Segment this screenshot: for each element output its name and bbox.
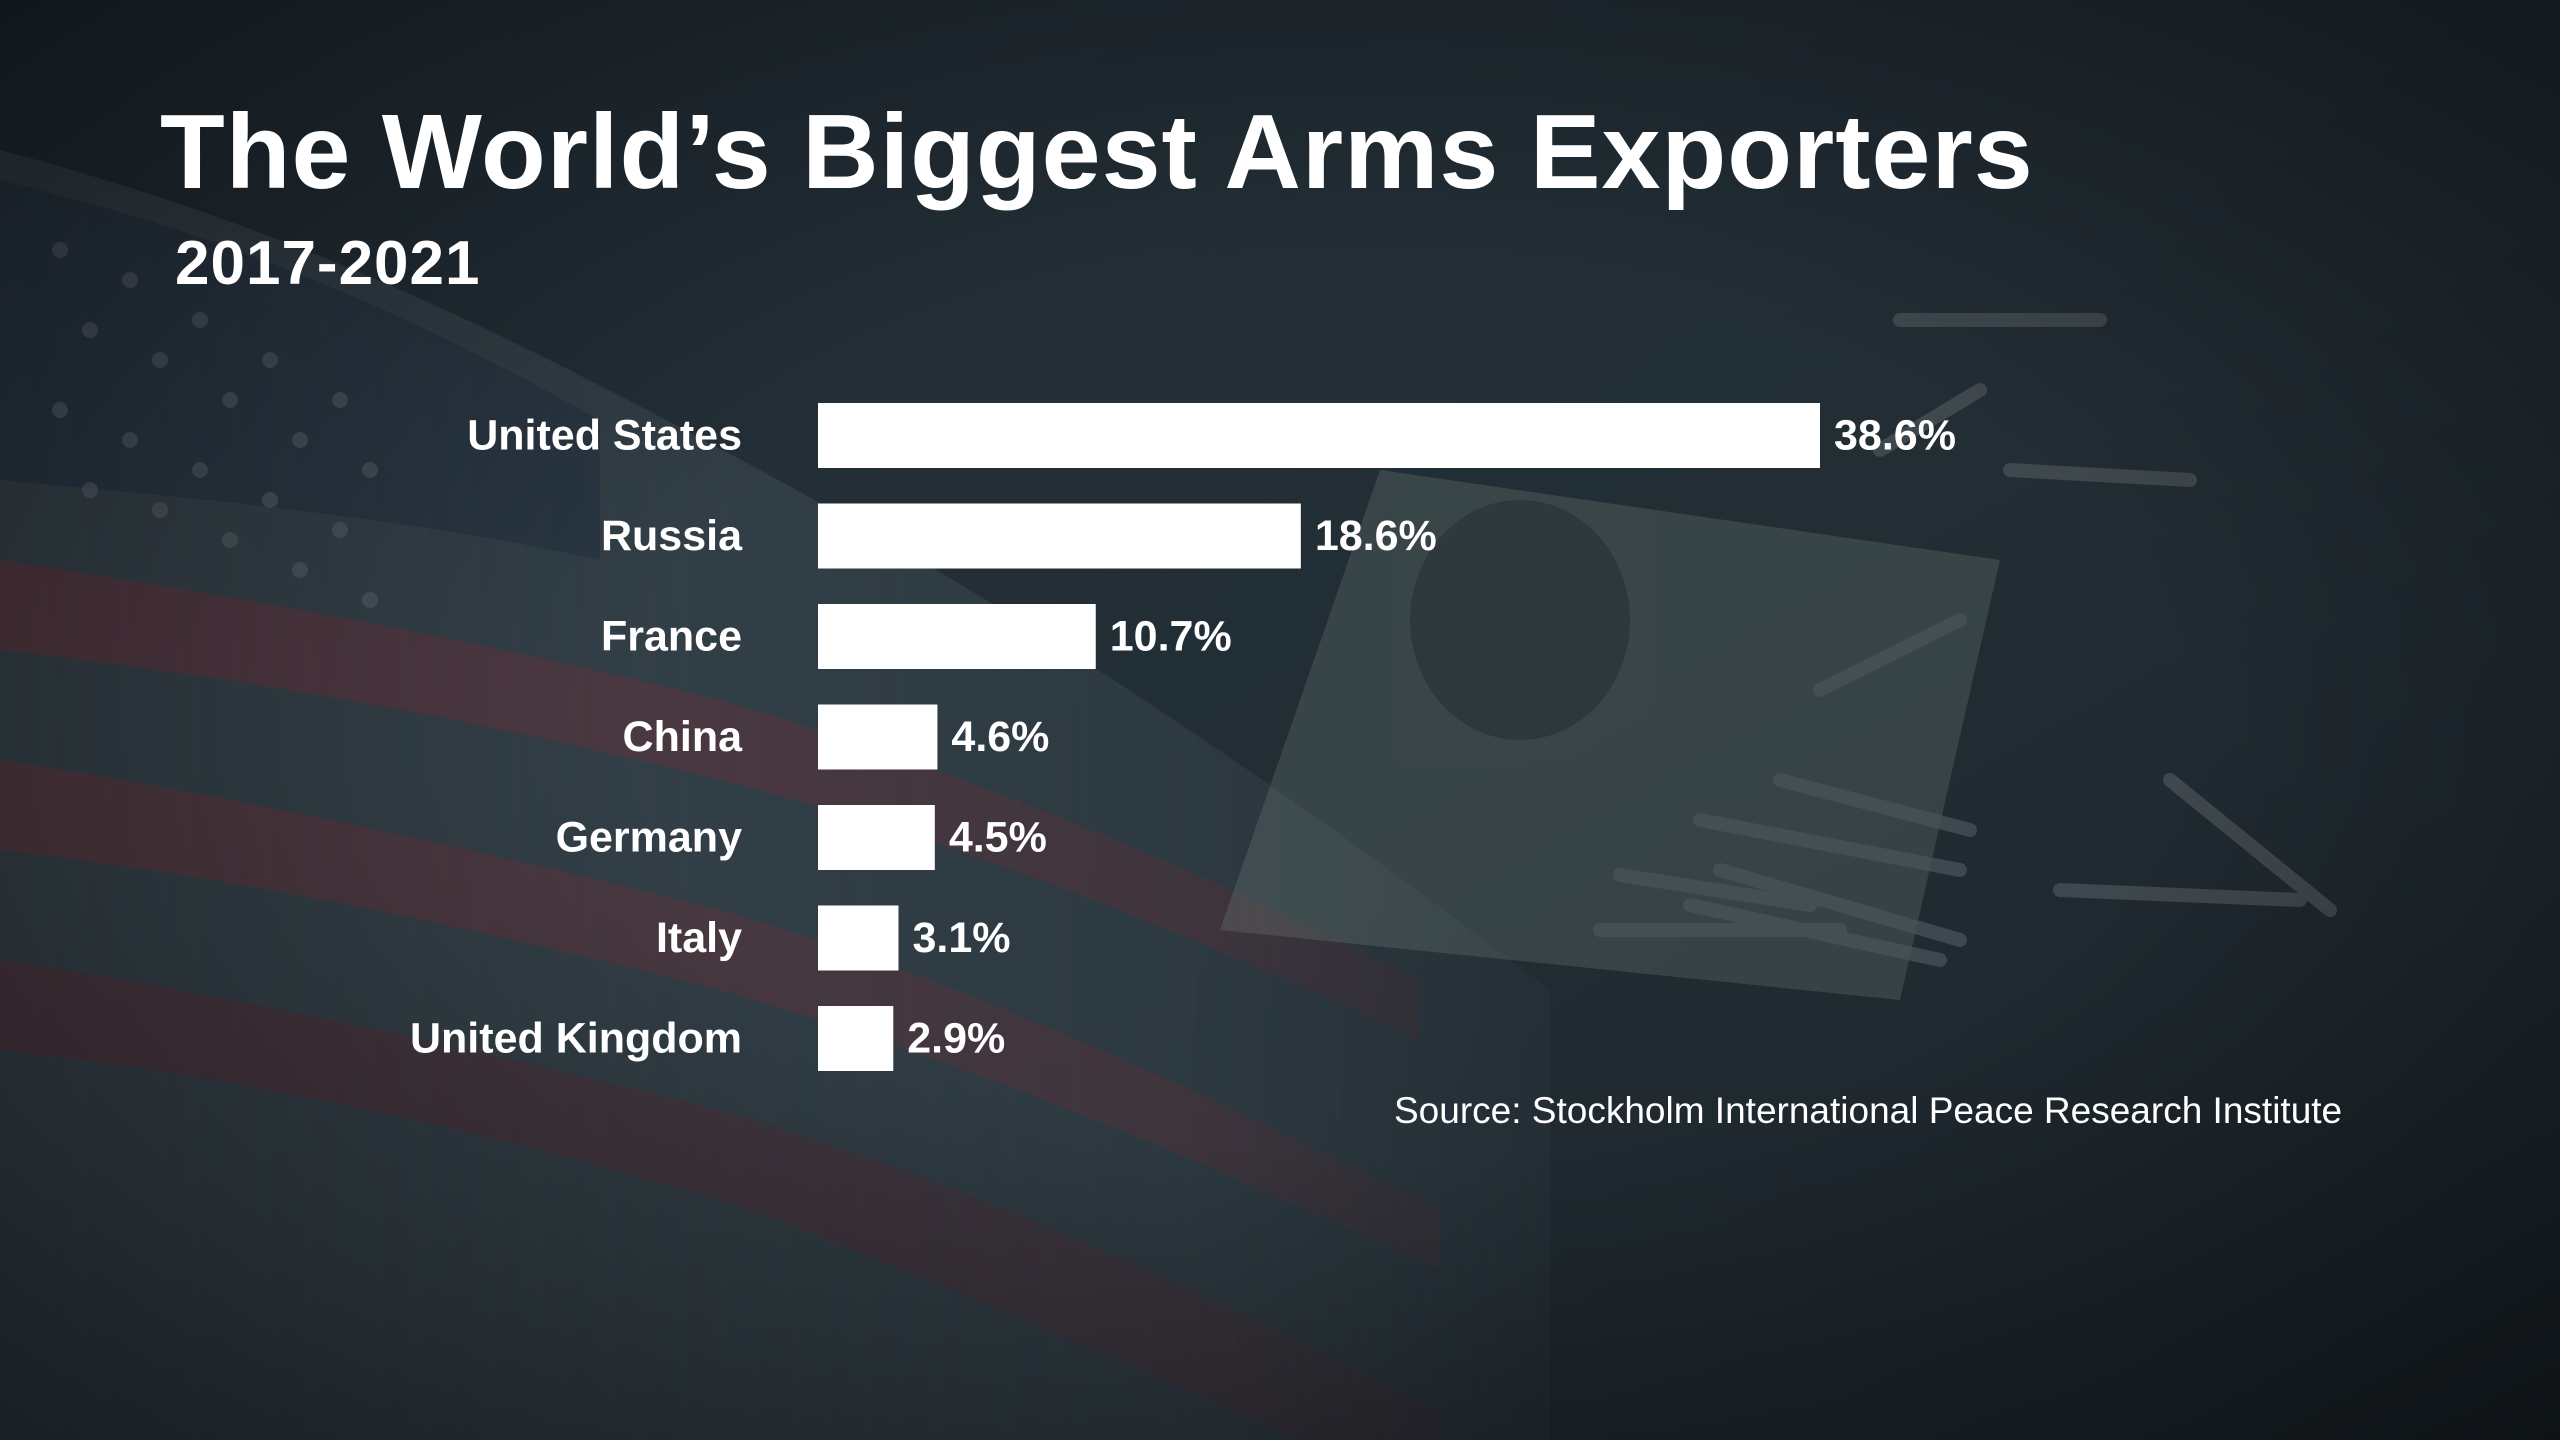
bar: [818, 905, 899, 971]
category-label: France: [601, 613, 742, 661]
bar: [818, 403, 1820, 468]
category-label: Russia: [601, 512, 743, 560]
value-label: 18.6%: [1315, 512, 1437, 560]
value-label: 2.9%: [907, 1015, 1005, 1063]
value-label: 10.7%: [1110, 613, 1232, 661]
value-label: 4.5%: [949, 814, 1047, 862]
value-label: 38.6%: [1834, 412, 1956, 460]
chart-title: The World’s Biggest Arms Exporters: [160, 93, 2034, 211]
category-label: Germany: [556, 814, 743, 862]
source-note: Source: Stockholm International Peace Re…: [1394, 1090, 2343, 1131]
category-label: United Kingdom: [410, 1015, 742, 1063]
bar: [818, 604, 1096, 669]
category-label: China: [623, 713, 744, 761]
bar: [818, 805, 935, 870]
value-label: 3.1%: [912, 914, 1010, 962]
category-label: United States: [467, 412, 742, 460]
value-label: 4.6%: [951, 713, 1049, 761]
bar: [818, 1006, 894, 1071]
bar: [818, 503, 1301, 569]
chart-subtitle: 2017-2021: [175, 229, 481, 298]
category-label: Italy: [656, 914, 742, 962]
bar: [818, 704, 938, 770]
